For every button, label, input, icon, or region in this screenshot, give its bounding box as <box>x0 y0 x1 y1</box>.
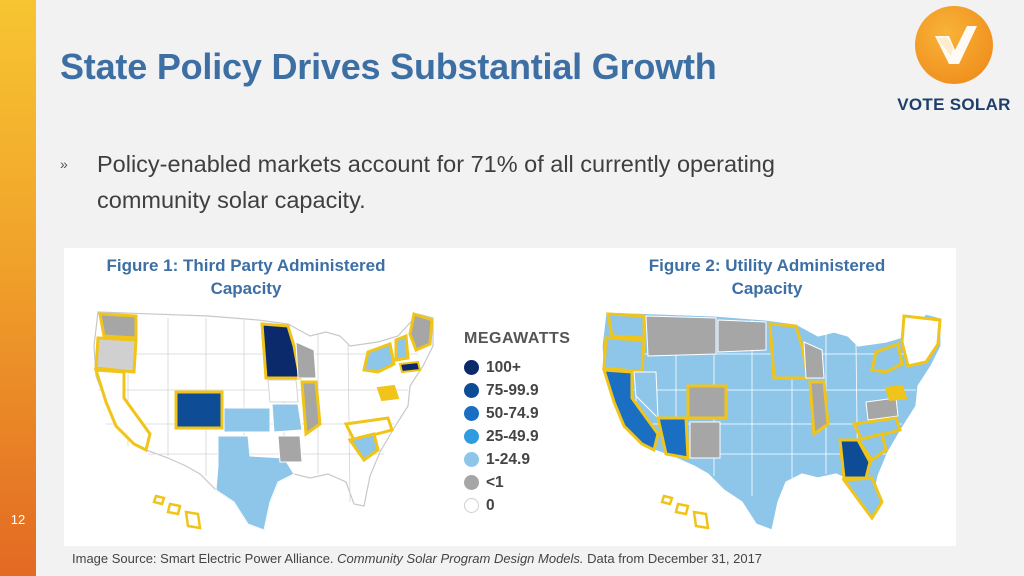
state-south-carolina <box>855 432 888 463</box>
legend-item: 75-99.9 <box>464 379 570 402</box>
state-south-carolina <box>347 432 380 463</box>
legend-label: <1 <box>486 473 504 491</box>
legend-item: 100+ <box>464 356 570 379</box>
state-oregon <box>94 336 138 374</box>
legend-label: 100+ <box>486 358 521 376</box>
vote-solar-logo: VOTE SOLAR <box>896 6 1012 116</box>
state-colorado <box>686 384 728 420</box>
figure2-us-map <box>601 311 942 531</box>
state-iowa <box>267 379 299 403</box>
accent-sidebar <box>0 0 36 576</box>
state-new-england <box>900 314 942 368</box>
state-georgia <box>838 438 872 480</box>
state-colorado <box>174 390 224 430</box>
state-texas <box>215 435 295 531</box>
state-washington <box>606 312 646 340</box>
state-arkansas <box>277 435 303 463</box>
state-florida <box>841 476 884 521</box>
state-maryland-dc <box>376 384 400 402</box>
state-new-mexico <box>689 421 721 459</box>
legend-label: 1-24.9 <box>486 450 530 468</box>
legend-item: 25-49.9 <box>464 425 570 448</box>
image-source-caption: Image Source: Smart Electric Power Allia… <box>72 551 762 566</box>
state-wisconsin <box>803 341 825 379</box>
legend-label: 75-99.9 <box>486 381 539 399</box>
state-wisconsin <box>295 341 317 379</box>
state-north-carolina <box>851 416 902 442</box>
state-california <box>93 368 152 453</box>
bullet-marker: » <box>60 156 68 172</box>
state-arizona <box>656 416 690 460</box>
state-maine <box>408 312 434 352</box>
source-prefix: Image Source: Smart Electric Power Allia… <box>72 551 338 566</box>
checkmark-icon <box>915 6 993 84</box>
legend-swatch <box>464 452 479 467</box>
state-new-york <box>870 341 904 374</box>
source-suffix: Data from December 31, 2017 <box>583 551 763 566</box>
state-oregon <box>602 336 646 374</box>
state-virginia <box>865 397 899 421</box>
bullet-text: Policy-enabled markets account for 71% o… <box>97 151 775 213</box>
state-maryland-dc <box>884 384 908 402</box>
hawaii-islands <box>152 494 202 530</box>
state-kansas <box>223 407 271 433</box>
legend-item: <1 <box>464 471 570 494</box>
legend-swatch <box>464 429 479 444</box>
figure2-title: Figure 2: Utility Administered Capacity <box>648 256 886 298</box>
figures-panel: Figure 1: Third Party Administered Capac… <box>64 248 956 546</box>
logo-wordmark: VOTE SOLAR <box>897 95 1011 114</box>
state-new-york <box>362 341 396 374</box>
figure1-us-map <box>93 311 434 531</box>
legend-swatch <box>464 406 479 421</box>
state-north-dakota <box>717 319 767 353</box>
legend-swatch <box>464 360 479 375</box>
legend-label: 25-49.9 <box>486 427 539 445</box>
legend-title: MEGAWATTS <box>464 330 571 347</box>
state-missouri <box>271 403 303 433</box>
figure1-title: Figure 1: Third Party Administered Capac… <box>106 256 386 298</box>
state-montana-idaho <box>645 315 717 357</box>
legend-label: 50-74.9 <box>486 404 539 422</box>
legend-swatch <box>464 475 479 490</box>
slide-title: State Policy Drives Substantial Growth <box>60 46 717 87</box>
state-vermont-nh <box>394 333 410 362</box>
legend-item: 50-74.9 <box>464 402 570 425</box>
legend-item: 1-24.9 <box>464 448 570 471</box>
legend-swatch <box>464 383 479 398</box>
hawaii-islands <box>660 494 710 530</box>
state-north-carolina <box>343 416 394 442</box>
legend-swatch <box>464 498 479 513</box>
state-illinois <box>300 380 322 437</box>
source-title: Community Solar Program Design Models. <box>337 551 584 566</box>
state-washington <box>98 312 138 340</box>
legend-item: 0 <box>464 494 570 517</box>
page-number: 12 <box>10 512 26 527</box>
megawatts-legend: MEGAWATTS 100+ 75-99.9 50-74.9 25-49.9 1… <box>464 330 570 517</box>
legend-label: 0 <box>486 496 495 514</box>
state-illinois <box>808 380 830 437</box>
state-california <box>601 368 660 453</box>
state-massachusetts <box>398 360 422 374</box>
